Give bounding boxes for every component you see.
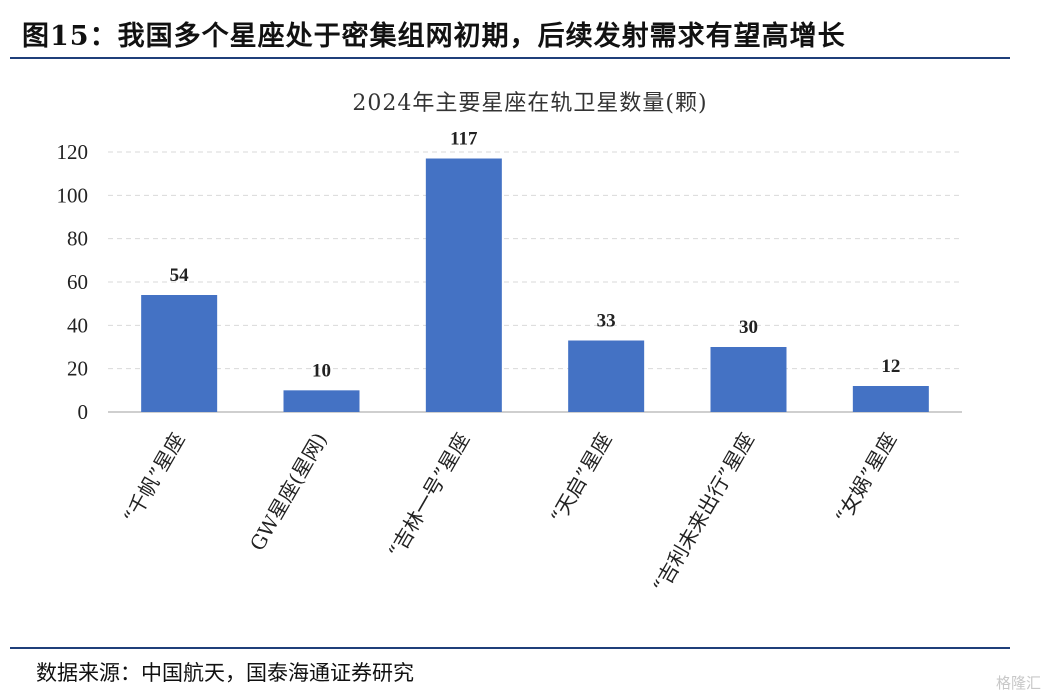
x-tick-label: GW星座(星网) — [245, 429, 332, 555]
data-label: 10 — [312, 360, 331, 381]
x-tick-label: “天启”星座 — [545, 429, 616, 528]
x-axis-ticks: “千帆”星座 GW星座(星网) “吉林一号”星座 “天启”星座 “吉利未来出行”星座 “女… — [118, 429, 901, 597]
bar — [710, 347, 787, 412]
bar — [283, 390, 360, 412]
chart-title: 2024年主要星座在轨卫星数量(颗) — [352, 91, 707, 116]
data-label: 33 — [597, 311, 616, 332]
x-tick-label: “女娲”星座 — [830, 429, 901, 528]
y-tick-label: 20 — [67, 357, 88, 381]
data-label: 12 — [881, 356, 900, 377]
y-tick-label: 0 — [78, 400, 89, 424]
y-tick-label: 40 — [67, 313, 88, 337]
y-tick-label: 60 — [67, 270, 88, 294]
source-note: 数据来源：中国航天，国泰海通证券研究 — [36, 661, 414, 685]
bar — [141, 295, 218, 412]
figure-title: 图15：我国多个星座处于密集组网初期，后续发射需求有望高增长 — [22, 21, 846, 52]
x-tick-label: “千帆”星座 — [118, 429, 189, 528]
y-tick-label: 80 — [67, 227, 88, 251]
bars — [141, 158, 929, 412]
title-divider — [10, 57, 1010, 59]
data-labels: 54 10 117 33 30 12 — [170, 129, 901, 382]
data-label: 54 — [170, 265, 190, 286]
source-divider — [10, 647, 1010, 649]
y-tick-label: 120 — [57, 140, 89, 164]
bar — [425, 158, 502, 412]
bar — [852, 386, 929, 412]
y-tick-label: 100 — [57, 183, 89, 207]
data-label: 117 — [450, 129, 478, 150]
y-axis-ticks: 0 20 40 60 80 100 120 — [57, 140, 89, 424]
bar — [568, 340, 645, 412]
watermark-logo: 格隆汇 — [995, 674, 1041, 692]
x-tick-label: “吉林一号”星座 — [383, 429, 474, 563]
gridlines — [108, 151, 962, 413]
bar-chart: 2024年主要星座在轨卫星数量(颗) 54 10 117 33 30 12 0 20 40 60… — [57, 91, 962, 597]
data-label: 30 — [739, 317, 758, 338]
x-tick-label: “吉利未来出行”星座 — [648, 429, 759, 597]
